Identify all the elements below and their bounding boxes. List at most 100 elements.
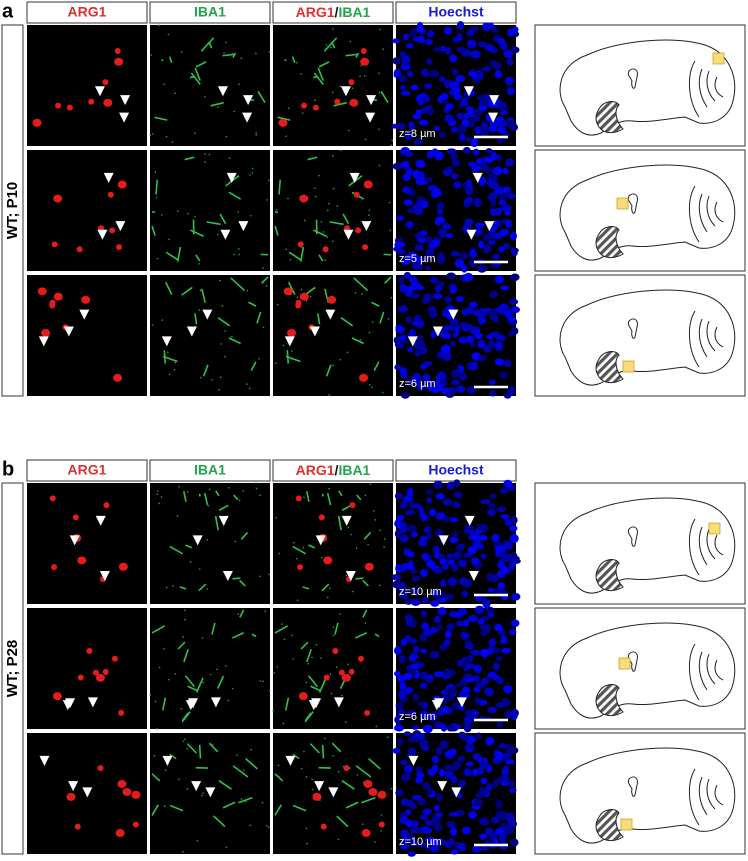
green-speck	[236, 754, 238, 756]
arrowhead	[210, 697, 221, 708]
nucleus	[504, 541, 514, 550]
micrograph	[149, 24, 271, 146]
microglia-process	[331, 41, 336, 49]
microglia-process	[318, 677, 327, 693]
green-speck	[291, 634, 293, 637]
green-speck	[290, 358, 292, 360]
green-speck	[206, 588, 209, 590]
arrowhead	[488, 112, 499, 123]
arg1-cell	[377, 790, 387, 799]
green-speck	[158, 502, 161, 505]
green-speck	[320, 221, 323, 223]
nucleus	[466, 39, 477, 49]
nucleus	[466, 179, 473, 188]
microglia-process	[240, 531, 249, 540]
microglia-process	[198, 744, 202, 759]
arg1-cell	[322, 246, 329, 253]
nucleus	[417, 35, 425, 44]
nucleus	[459, 252, 469, 260]
nucleus	[425, 58, 433, 65]
microglia-process	[161, 697, 167, 711]
nucleus	[503, 243, 511, 250]
green-speck	[332, 754, 334, 757]
nucleus	[461, 48, 472, 58]
micrograph	[273, 25, 393, 147]
nucleus	[453, 479, 461, 487]
nucleus	[410, 281, 421, 290]
nucleus	[464, 656, 472, 665]
microglia-process	[190, 229, 204, 237]
nucleus	[435, 528, 444, 537]
nucleus	[406, 43, 414, 49]
nucleus	[452, 332, 459, 338]
arg1-cell	[98, 225, 105, 232]
green-speck	[225, 41, 227, 44]
arrowhead	[39, 755, 50, 766]
green-speck	[238, 248, 240, 250]
green-speck	[168, 373, 171, 376]
nucleus	[497, 628, 506, 636]
image-bg	[27, 608, 147, 729]
nucleus	[494, 187, 505, 195]
nucleus	[394, 529, 403, 539]
micrograph	[150, 150, 270, 271]
image-bg	[150, 275, 270, 396]
green-speck	[233, 253, 235, 256]
green-speck	[273, 672, 276, 674]
arg1-cell	[344, 225, 351, 232]
nucleus	[502, 765, 509, 775]
green-speck	[380, 814, 383, 816]
arrowhead	[343, 229, 354, 240]
microglia-process	[200, 37, 215, 52]
green-speck	[336, 205, 339, 207]
green-speck	[156, 728, 158, 730]
z-depth: z=5 µm	[399, 253, 436, 265]
green-speck	[282, 722, 285, 725]
nucleus	[511, 593, 521, 601]
green-speck	[163, 805, 166, 807]
microglia-process	[317, 67, 324, 81]
arrowhead	[222, 570, 233, 581]
nucleus	[479, 624, 490, 631]
nucleus	[438, 131, 447, 138]
green-speck	[237, 613, 239, 615]
nucleus	[403, 635, 412, 643]
green-speck	[177, 778, 180, 781]
nucleus	[458, 704, 466, 711]
nucleus	[415, 159, 426, 169]
nucleus	[430, 276, 438, 283]
nucleus	[465, 189, 474, 196]
green-speck	[163, 647, 165, 650]
nucleus	[467, 161, 477, 168]
arrowhead	[119, 112, 130, 123]
nucleus	[444, 770, 454, 779]
nucleus	[498, 245, 505, 253]
green-speck	[208, 153, 211, 156]
green-speck	[240, 57, 243, 60]
green-speck	[181, 51, 183, 53]
nucleus	[412, 320, 420, 326]
nucleus	[410, 28, 419, 35]
arg1-cell	[278, 118, 288, 127]
nucleus	[463, 146, 471, 154]
nucleus	[433, 187, 441, 194]
green-speck	[360, 64, 362, 67]
nucleus	[411, 373, 422, 382]
arrowhead	[65, 698, 76, 709]
micrograph	[273, 275, 393, 396]
arg1-cell	[66, 792, 76, 801]
arg1-cell	[295, 299, 302, 306]
nucleus	[503, 359, 512, 368]
nucleus	[433, 552, 441, 559]
green-speck	[186, 491, 189, 493]
arg1-cell	[332, 647, 339, 654]
image-bg	[273, 483, 393, 604]
header-box	[149, 459, 271, 482]
microglia-process	[213, 815, 226, 828]
nucleus	[456, 33, 463, 42]
arg1-cell	[299, 292, 309, 301]
arrowhead	[220, 229, 231, 240]
nucleus	[489, 493, 497, 500]
nucleus	[490, 151, 498, 161]
nucleus	[488, 239, 496, 245]
